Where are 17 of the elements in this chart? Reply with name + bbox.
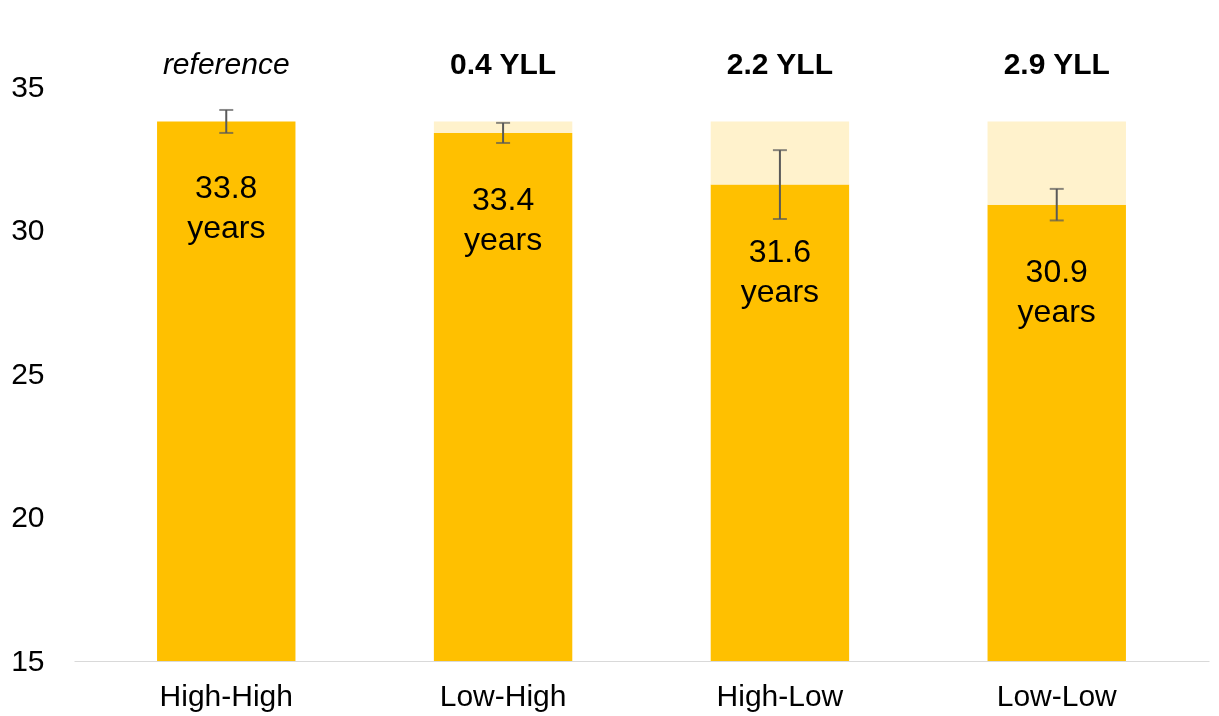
text: reference (162, 47, 290, 80)
y-tick-label: 35 (11, 69, 45, 103)
text: 2.9 YLL (1003, 47, 1110, 80)
data-label: 30.9 years (1017, 252, 1096, 329)
text: 2.2 YLL (726, 47, 833, 80)
x-tick-label: High-High (159, 678, 293, 712)
data-label: 33.4 years (463, 180, 543, 257)
y-tick-label: 25 (11, 356, 45, 390)
y-tick-label: 20 (11, 500, 45, 533)
y-tick-label: 30 (11, 213, 45, 246)
data-label: 31.6 years (740, 232, 820, 309)
x-tick-label: High-Low (716, 678, 844, 712)
x-tick-label: Low-Low (996, 678, 1118, 712)
x-tick-label: Low-High (439, 678, 567, 712)
data-label: 33.8 years (187, 169, 266, 246)
y-tick-label: 15 (11, 643, 45, 677)
text: 0.4 YLL (450, 47, 557, 80)
